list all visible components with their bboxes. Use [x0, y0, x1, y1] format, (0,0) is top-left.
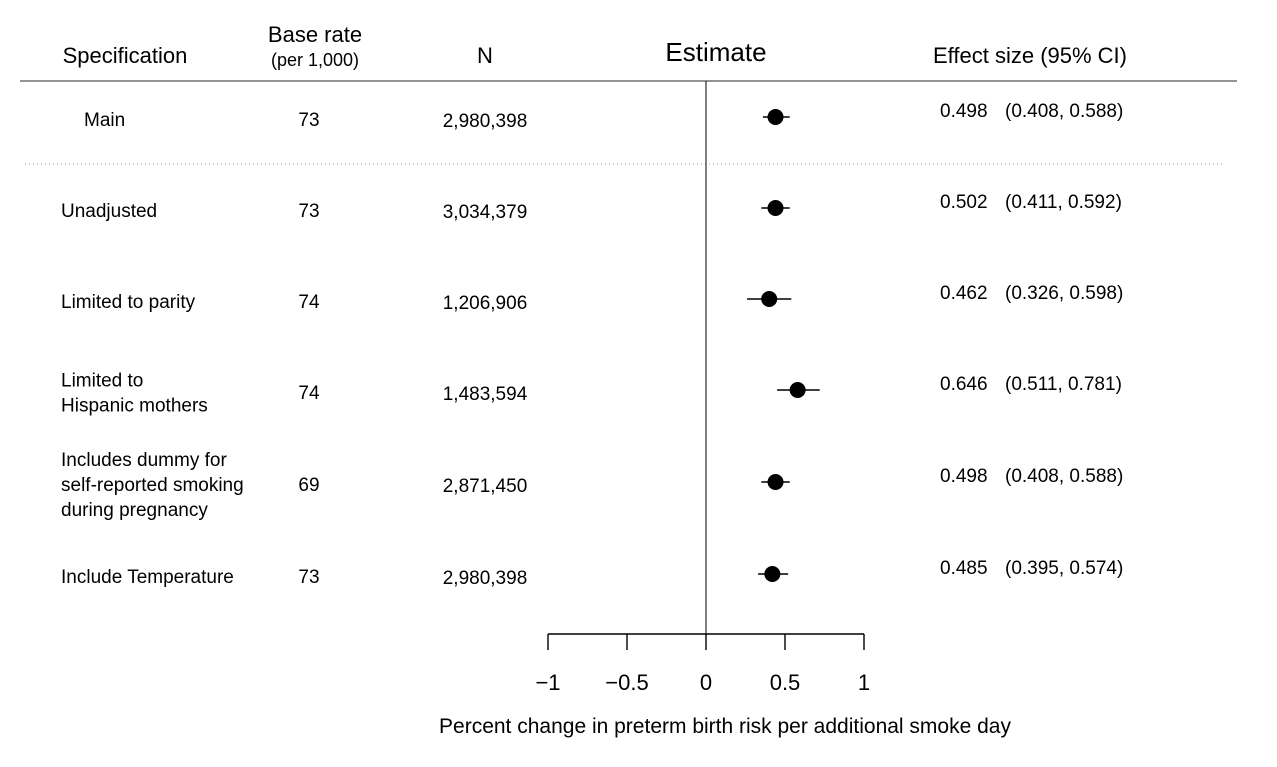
- row-specification-line: Include Temperature: [61, 567, 234, 588]
- header-specification: Specification: [63, 43, 188, 68]
- forest-row: Limited to parity 74 1,206,906 0.462 (0.326,…: [61, 283, 1123, 314]
- row-specification-line: Unadjusted: [61, 201, 157, 222]
- row-confidence-interval: (0.408, 0.588): [1005, 101, 1123, 122]
- x-axis-label: Percent change in preterm birth risk per…: [439, 715, 1011, 738]
- x-tick-label: −1: [535, 670, 560, 695]
- point-estimate: [761, 291, 778, 307]
- row-n: 2,980,398: [443, 568, 528, 589]
- row-confidence-interval: (0.395, 0.574): [1005, 558, 1123, 579]
- row-specification-line: self-reported smoking: [61, 475, 244, 496]
- header-n: N: [477, 43, 493, 68]
- point-estimate: [767, 109, 784, 125]
- forest-row: Main 73 2,980,398 0.498 (0.408, 0.588): [84, 101, 1123, 132]
- row-effect-size: 0.462: [940, 283, 988, 304]
- point-estimate: [767, 200, 784, 216]
- row-specification-label: Limited to parity: [61, 292, 196, 313]
- forest-row: Limited to Hispanic mothers 74 1,483,594 0.6…: [61, 371, 1122, 417]
- header-base-rate-unit: (per 1,000): [271, 50, 359, 70]
- row-specification-label: Main: [84, 110, 125, 131]
- row-effect-size: 0.485: [940, 558, 988, 579]
- row-effect-size: 0.498: [940, 466, 988, 487]
- x-axis: −1 −0.5 0 0.5 1: [535, 633, 870, 695]
- row-specification-label: Include Temperature: [61, 567, 234, 588]
- row-specification-line: Limited to parity: [61, 292, 196, 313]
- row-n: 1,483,594: [443, 384, 528, 405]
- row-specification-label: Includes dummy for self-reported smoking d…: [61, 450, 244, 521]
- row-confidence-interval: (0.411, 0.592): [1005, 192, 1122, 213]
- row-specification-line: Limited to: [61, 371, 143, 392]
- row-specification-label: Limited to Hispanic mothers: [61, 371, 208, 417]
- row-confidence-interval: (0.511, 0.781): [1005, 374, 1122, 395]
- row-base-rate: 69: [298, 475, 319, 496]
- point-estimate: [767, 474, 784, 490]
- row-specification-line: Hispanic mothers: [61, 396, 208, 417]
- header-effect-size: Effect size (95% CI): [933, 43, 1127, 68]
- row-effect-size: 0.646: [940, 374, 988, 395]
- x-tick-label: 0: [700, 670, 712, 695]
- header-base-rate: Base rate: [268, 22, 362, 47]
- row-specification-line: Main: [84, 110, 125, 131]
- row-confidence-interval: (0.326, 0.598): [1005, 283, 1123, 304]
- row-effect-size: 0.498: [940, 101, 988, 122]
- forest-rows: Main 73 2,980,398 0.498 (0.408, 0.588) Unadju…: [61, 101, 1123, 589]
- row-specification-line: Includes dummy for: [61, 450, 227, 471]
- row-specification-label: Unadjusted: [61, 201, 157, 222]
- row-base-rate: 73: [298, 201, 319, 222]
- forest-row: Includes dummy for self-reported smoking d…: [61, 450, 1123, 521]
- row-base-rate: 73: [298, 567, 319, 588]
- forest-row: Unadjusted 73 3,034,379 0.502 (0.411, 0.592): [61, 192, 1122, 223]
- row-n: 2,980,398: [443, 111, 528, 132]
- row-confidence-interval: (0.408, 0.588): [1005, 466, 1123, 487]
- row-n: 3,034,379: [443, 202, 528, 223]
- row-base-rate: 74: [298, 292, 320, 313]
- table-header: Specification Base rate (per 1,000) N Es…: [20, 22, 1237, 82]
- row-effect-size: 0.502: [940, 192, 988, 213]
- row-n: 1,206,906: [443, 293, 528, 314]
- x-tick-label: 1: [858, 670, 870, 695]
- point-estimate: [789, 382, 806, 398]
- x-tick-label: −0.5: [605, 670, 648, 695]
- row-base-rate: 74: [298, 383, 320, 404]
- x-tick-label: 0.5: [770, 670, 801, 695]
- row-n: 2,871,450: [443, 476, 528, 497]
- row-base-rate: 73: [298, 110, 319, 131]
- point-estimate: [764, 566, 781, 582]
- row-specification-line: during pregnancy: [61, 500, 208, 521]
- forest-row: Include Temperature 73 2,980,398 0.485 (0.39…: [61, 558, 1123, 589]
- header-estimate: Estimate: [665, 37, 766, 67]
